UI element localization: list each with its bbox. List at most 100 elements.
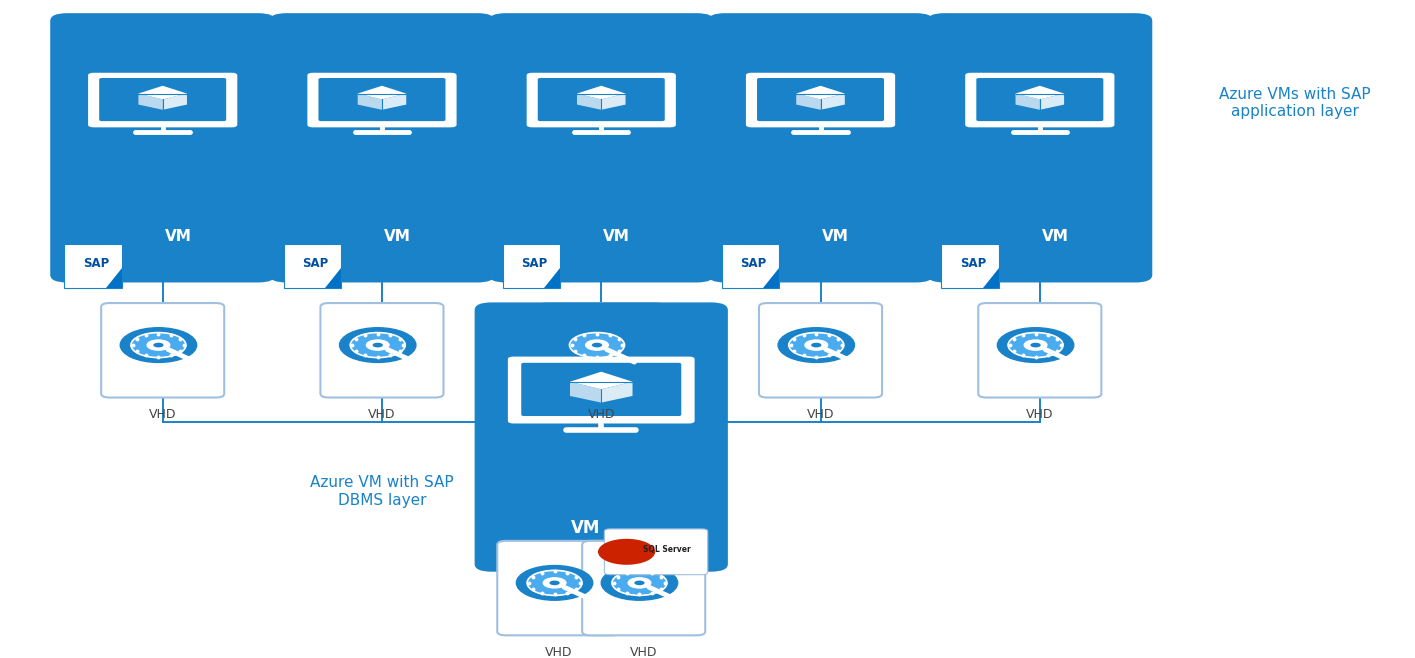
Polygon shape bbox=[1016, 86, 1064, 99]
Circle shape bbox=[998, 328, 1074, 363]
Text: VHD: VHD bbox=[149, 408, 177, 421]
FancyBboxPatch shape bbox=[508, 357, 695, 424]
Polygon shape bbox=[577, 93, 601, 110]
Text: VHD: VHD bbox=[545, 645, 573, 658]
Circle shape bbox=[153, 343, 164, 347]
Text: SAP: SAP bbox=[740, 257, 767, 270]
FancyBboxPatch shape bbox=[978, 303, 1101, 397]
Polygon shape bbox=[106, 268, 122, 288]
FancyBboxPatch shape bbox=[526, 73, 676, 128]
Polygon shape bbox=[577, 86, 625, 99]
Polygon shape bbox=[601, 382, 633, 403]
Text: VM: VM bbox=[603, 229, 630, 244]
Circle shape bbox=[1007, 332, 1063, 357]
FancyBboxPatch shape bbox=[708, 13, 932, 282]
Polygon shape bbox=[139, 93, 163, 110]
Text: VHD: VHD bbox=[807, 408, 835, 421]
Polygon shape bbox=[358, 86, 406, 99]
Polygon shape bbox=[325, 268, 341, 288]
Text: VM: VM bbox=[572, 519, 600, 538]
Text: VHD: VHD bbox=[368, 408, 396, 421]
Circle shape bbox=[549, 580, 560, 585]
FancyBboxPatch shape bbox=[269, 13, 494, 282]
FancyBboxPatch shape bbox=[307, 73, 457, 128]
FancyBboxPatch shape bbox=[976, 78, 1104, 121]
Text: SAP: SAP bbox=[301, 257, 328, 270]
Polygon shape bbox=[570, 382, 601, 403]
Circle shape bbox=[543, 578, 566, 588]
Circle shape bbox=[591, 343, 603, 347]
FancyBboxPatch shape bbox=[318, 78, 446, 121]
Text: SAP: SAP bbox=[959, 257, 986, 270]
Text: VHD: VHD bbox=[1026, 408, 1054, 421]
Polygon shape bbox=[1040, 93, 1064, 110]
Circle shape bbox=[628, 578, 651, 588]
FancyBboxPatch shape bbox=[320, 303, 443, 397]
FancyBboxPatch shape bbox=[758, 303, 882, 397]
FancyBboxPatch shape bbox=[941, 243, 999, 288]
Circle shape bbox=[526, 570, 582, 595]
Circle shape bbox=[569, 332, 624, 357]
Text: VHD: VHD bbox=[630, 645, 658, 658]
Circle shape bbox=[586, 340, 608, 350]
FancyBboxPatch shape bbox=[488, 13, 713, 282]
Text: VM: VM bbox=[1041, 229, 1068, 244]
FancyBboxPatch shape bbox=[539, 303, 662, 397]
FancyBboxPatch shape bbox=[283, 243, 341, 288]
FancyBboxPatch shape bbox=[88, 73, 238, 128]
FancyBboxPatch shape bbox=[746, 73, 896, 128]
Text: SAP: SAP bbox=[82, 257, 109, 270]
Polygon shape bbox=[358, 93, 382, 110]
Polygon shape bbox=[797, 86, 845, 99]
Polygon shape bbox=[545, 268, 560, 288]
Circle shape bbox=[147, 340, 170, 350]
Text: SQL Server: SQL Server bbox=[644, 545, 691, 554]
Text: Azure VM with SAP
DBMS layer: Azure VM with SAP DBMS layer bbox=[310, 476, 454, 508]
Polygon shape bbox=[163, 93, 187, 110]
FancyBboxPatch shape bbox=[757, 78, 884, 121]
Circle shape bbox=[611, 570, 666, 595]
Circle shape bbox=[132, 332, 185, 357]
FancyBboxPatch shape bbox=[502, 243, 560, 288]
FancyBboxPatch shape bbox=[100, 303, 224, 397]
Polygon shape bbox=[570, 372, 633, 390]
FancyBboxPatch shape bbox=[722, 243, 780, 288]
Circle shape bbox=[634, 580, 645, 585]
Circle shape bbox=[366, 340, 389, 350]
FancyBboxPatch shape bbox=[474, 303, 727, 572]
FancyBboxPatch shape bbox=[538, 78, 665, 121]
Circle shape bbox=[340, 328, 416, 363]
Polygon shape bbox=[982, 268, 999, 288]
Polygon shape bbox=[764, 268, 780, 288]
FancyBboxPatch shape bbox=[99, 78, 226, 121]
Circle shape bbox=[599, 539, 655, 565]
Circle shape bbox=[778, 328, 855, 363]
Polygon shape bbox=[797, 93, 821, 110]
Text: VM: VM bbox=[164, 229, 191, 244]
FancyBboxPatch shape bbox=[604, 529, 708, 574]
Circle shape bbox=[601, 565, 678, 600]
Circle shape bbox=[788, 332, 843, 357]
Circle shape bbox=[1030, 343, 1040, 347]
Text: SAP: SAP bbox=[521, 257, 548, 270]
Polygon shape bbox=[1016, 93, 1040, 110]
Polygon shape bbox=[821, 93, 845, 110]
FancyBboxPatch shape bbox=[64, 243, 122, 288]
Circle shape bbox=[351, 332, 405, 357]
Polygon shape bbox=[601, 93, 625, 110]
Text: VM: VM bbox=[383, 229, 410, 244]
Circle shape bbox=[516, 565, 593, 600]
FancyBboxPatch shape bbox=[497, 541, 620, 636]
Polygon shape bbox=[139, 86, 187, 99]
Circle shape bbox=[372, 343, 383, 347]
Circle shape bbox=[811, 343, 822, 347]
Text: Azure VMs with SAP
application layer: Azure VMs with SAP application layer bbox=[1220, 87, 1371, 119]
FancyBboxPatch shape bbox=[582, 541, 705, 636]
Circle shape bbox=[120, 328, 197, 363]
Circle shape bbox=[805, 340, 828, 350]
Circle shape bbox=[1024, 340, 1047, 350]
Circle shape bbox=[559, 328, 635, 363]
FancyBboxPatch shape bbox=[965, 73, 1115, 128]
FancyBboxPatch shape bbox=[50, 13, 275, 282]
FancyBboxPatch shape bbox=[521, 363, 681, 416]
